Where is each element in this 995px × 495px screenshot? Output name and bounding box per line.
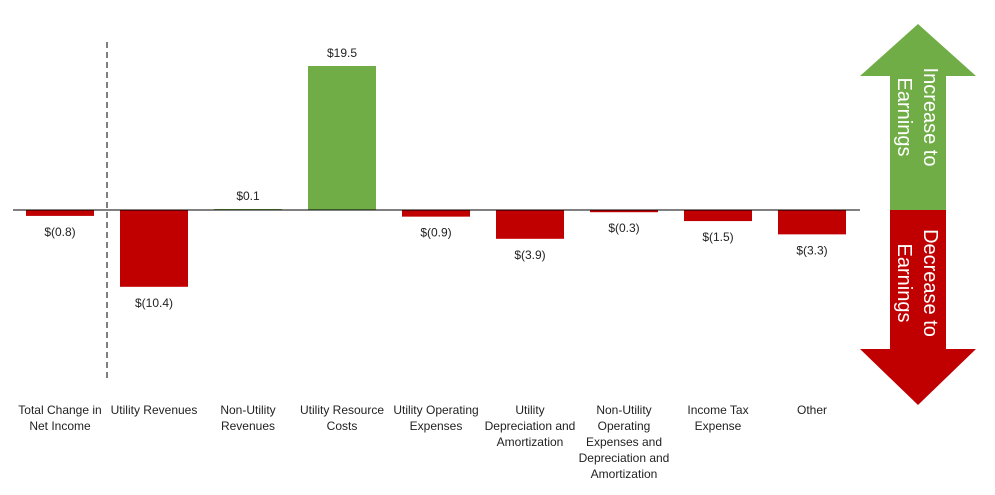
category-label-1: Utility Revenues: [110, 403, 198, 417]
bar-5: [496, 210, 564, 239]
data-label-7: $(1.5): [702, 230, 733, 244]
data-label-3: $19.5: [327, 46, 357, 60]
increase-label-line2: Earnings: [893, 78, 915, 157]
down-arrow-icon: [860, 210, 976, 405]
bar-7: [684, 210, 752, 222]
category-label-7: Income Tax Expense: [687, 403, 749, 433]
category-label-5: Utility Depreciation and Amortization: [484, 403, 576, 449]
category-label-0: Total Change in Net Income: [18, 403, 102, 433]
data-label-2: $0.1: [236, 189, 260, 203]
bar-1: [120, 210, 188, 287]
data-label-8: $(3.3): [796, 243, 827, 257]
bars-group: [26, 66, 846, 287]
category-label-8: Other: [796, 403, 827, 417]
decrease-label-line1: Decrease to: [919, 229, 941, 337]
value-labels-group: $(0.8) $(10.4) $0.1 $19.5 $(0.9) $(3.9) $(0.3)…: [44, 46, 827, 310]
bar-3: [308, 66, 376, 210]
bar-8: [778, 210, 846, 235]
data-label-5: $(3.9): [514, 248, 545, 262]
bar-4: [402, 210, 470, 217]
category-label-3: Utility Resource Costs: [299, 403, 385, 433]
decrease-label-line2: Earnings: [893, 244, 915, 323]
bar-0: [26, 210, 94, 216]
data-label-4: $(0.9): [420, 226, 451, 240]
category-label-6: Non-Utility Operating Expenses and Depre…: [578, 403, 670, 481]
increase-to-earnings-arrow: Increase to Earnings: [860, 24, 976, 210]
data-label-0: $(0.8): [44, 225, 75, 239]
decrease-to-earnings-arrow: Decrease to Earnings: [860, 210, 976, 405]
data-label-6: $(0.3): [608, 221, 639, 235]
category-label-4: Utility Operating Expenses: [393, 403, 479, 433]
data-label-1: $(10.4): [135, 296, 173, 310]
category-label-2: Non-Utility Revenues: [220, 403, 276, 433]
increase-label-line1: Increase to: [919, 68, 941, 167]
up-arrow-icon: [860, 24, 976, 210]
bar-6: [590, 210, 658, 213]
